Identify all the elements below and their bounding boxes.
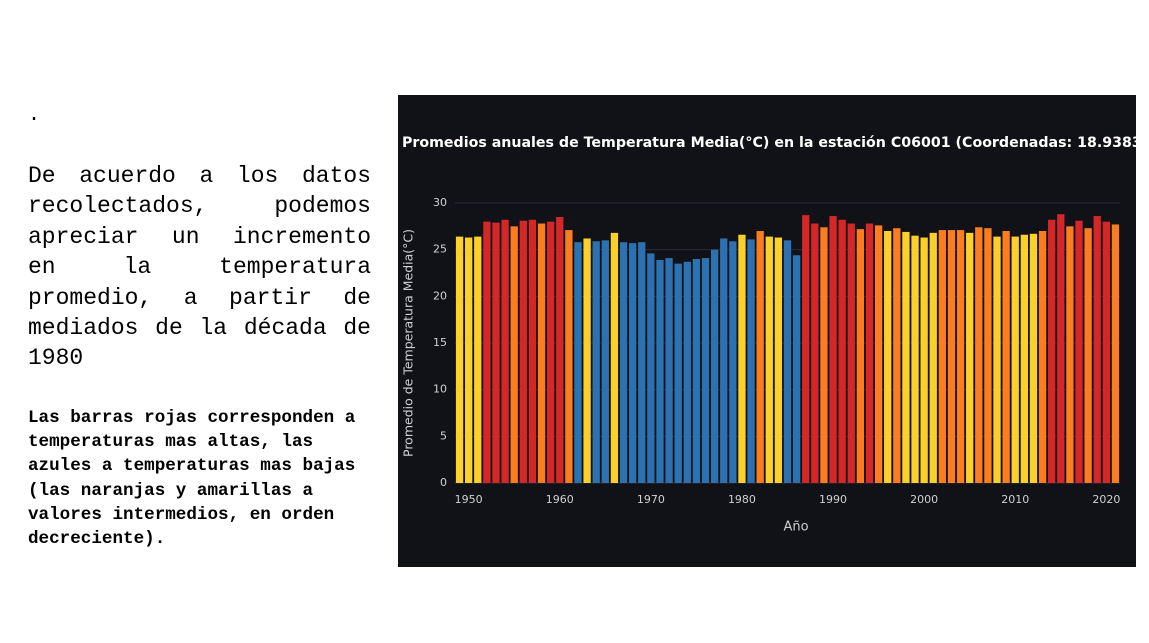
bar (565, 230, 573, 483)
bar (1111, 224, 1120, 483)
bar (902, 231, 910, 483)
bar (738, 234, 746, 483)
y-tick-label: 5 (440, 429, 447, 442)
bar (938, 230, 947, 483)
y-tick-label: 0 (440, 476, 447, 489)
bar (802, 215, 810, 483)
plot: Promedios anuales de Temperatura Media(°… (401, 135, 1149, 535)
bar (1102, 221, 1110, 483)
x-axis-label: Año (783, 520, 808, 535)
x-tick-label: 2020 (1092, 493, 1120, 506)
x-tick-label: 1990 (819, 493, 847, 506)
x-tick-label: 1960 (546, 493, 574, 506)
note: Las barras rojas corresponden a temperat… (28, 408, 356, 550)
bar (601, 240, 609, 483)
bar (665, 258, 673, 483)
bar (619, 242, 628, 483)
bar (756, 231, 764, 483)
dot: . (28, 104, 41, 127)
bar (911, 235, 919, 483)
x-tick-label: 2000 (910, 493, 938, 506)
paragraph: De acuerdo a los datos recolectados, pod… (28, 163, 371, 372)
bar (656, 259, 664, 483)
bar (947, 230, 956, 483)
bar (465, 237, 473, 483)
x-tick-label: 1980 (728, 493, 756, 506)
bar (710, 249, 719, 483)
bar (729, 241, 737, 483)
bar (1093, 216, 1101, 484)
bar (1084, 228, 1092, 483)
bar (1066, 226, 1074, 484)
bar (510, 226, 518, 484)
bar (893, 228, 901, 483)
bar (884, 231, 892, 483)
bar (492, 222, 500, 483)
bar (856, 229, 865, 483)
bar (956, 230, 965, 483)
bar (455, 236, 464, 483)
bar (975, 227, 983, 483)
bar (720, 238, 728, 483)
bar (638, 242, 646, 483)
bar (474, 236, 482, 483)
bar (929, 232, 937, 483)
chart-title: Promedios anuales de Temperatura Media(°… (402, 135, 1149, 151)
bar (483, 221, 491, 483)
bar (1048, 219, 1056, 484)
bar (993, 236, 1001, 483)
bar (1029, 233, 1038, 483)
bar (674, 263, 682, 483)
bar (1020, 234, 1028, 483)
bar (847, 223, 855, 484)
bar (792, 255, 801, 483)
x-tick-label: 1950 (455, 493, 483, 506)
bar (701, 258, 710, 483)
bar (692, 259, 701, 483)
bar (829, 216, 837, 484)
bar (874, 225, 883, 483)
bar (647, 253, 655, 483)
bar (783, 240, 792, 483)
y-tick-label: 15 (433, 336, 447, 349)
y-axis-label: Promedio de Temperatura Media(°C) (401, 229, 416, 457)
bar (683, 261, 691, 483)
x-tick-label: 1970 (637, 493, 665, 506)
bar (1011, 236, 1019, 483)
bar (592, 241, 600, 483)
bar (984, 228, 992, 483)
bar (501, 219, 509, 484)
bar (747, 239, 755, 483)
bar (820, 227, 828, 483)
bar (547, 221, 555, 483)
y-tick-label: 30 (433, 196, 447, 209)
bar (811, 223, 819, 484)
bar (537, 223, 546, 484)
x-tick-label: 2010 (1001, 493, 1029, 506)
bar (920, 237, 928, 483)
bar (574, 242, 582, 483)
bar (865, 223, 874, 484)
bar (1075, 220, 1083, 483)
bar (1002, 231, 1010, 483)
bar (528, 219, 537, 484)
bar (519, 220, 527, 483)
bar (765, 236, 773, 483)
bar (556, 217, 564, 483)
bar (628, 243, 637, 483)
y-tick-label: 25 (433, 243, 447, 256)
bar (966, 232, 974, 483)
bar (583, 238, 591, 483)
bar (610, 232, 619, 483)
bar (1038, 231, 1047, 483)
y-tick-label: 10 (433, 383, 447, 396)
bar (774, 237, 783, 483)
y-tick-label: 20 (433, 289, 447, 302)
bar (838, 219, 846, 484)
bar (1057, 214, 1065, 483)
